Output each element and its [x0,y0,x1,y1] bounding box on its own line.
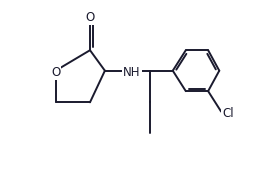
Text: O: O [51,66,60,79]
Text: Cl: Cl [222,107,234,120]
Text: O: O [85,11,95,24]
Text: NH: NH [123,66,141,79]
